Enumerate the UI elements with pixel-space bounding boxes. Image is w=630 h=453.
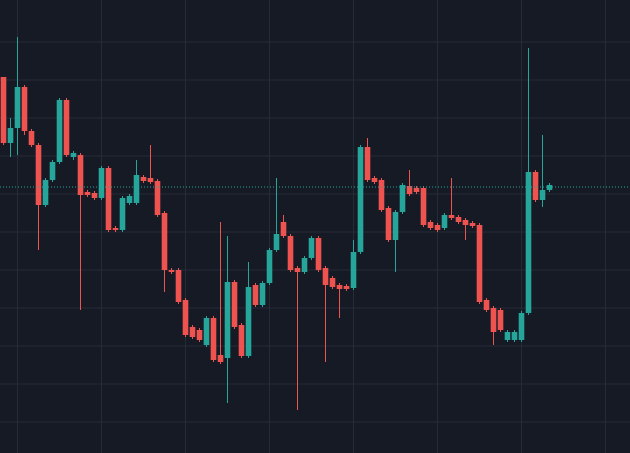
candle-body (140, 177, 147, 181)
candle-body (21, 87, 28, 131)
candle-body (196, 330, 203, 340)
candle-body (511, 332, 518, 340)
candle-body (133, 175, 140, 203)
candle-body (259, 283, 266, 305)
candle-body (28, 131, 35, 145)
candle-body (399, 185, 406, 212)
candle-body (14, 87, 21, 128)
candle-body (371, 178, 378, 182)
candle-body (0, 77, 7, 143)
candle-body (56, 100, 63, 162)
candle-body (63, 100, 70, 155)
candle-body (441, 215, 448, 228)
candle-body (406, 186, 413, 194)
candle-body (427, 222, 434, 228)
candle-body (525, 172, 532, 313)
candle-body (147, 178, 154, 182)
candle-body (182, 300, 189, 335)
candle-body (252, 285, 259, 305)
candle-body (35, 145, 42, 205)
candle-body (70, 153, 77, 157)
candle-body (385, 208, 392, 240)
candle-body (350, 252, 357, 288)
candle-body (469, 223, 476, 226)
candle-body (189, 327, 196, 337)
candle-body (336, 285, 343, 289)
candle-body (413, 188, 420, 192)
candle-body (434, 225, 441, 230)
candle-body (98, 168, 105, 198)
candle-body (161, 213, 168, 270)
candle-body (280, 222, 287, 236)
candle-body (392, 212, 399, 240)
candle-body (504, 332, 511, 340)
candle-body (315, 238, 322, 270)
candle-body (245, 287, 252, 356)
candle-body (364, 147, 371, 180)
candle-body (343, 286, 350, 289)
candle-body (420, 188, 427, 225)
candle-body (224, 282, 231, 358)
candle-body (154, 181, 161, 215)
candle-body (490, 308, 497, 332)
candle-body (287, 236, 294, 270)
candle-body (357, 147, 364, 252)
candle-body (301, 258, 308, 272)
candle-body (203, 318, 210, 345)
candle-body (462, 220, 469, 225)
candle-body (329, 278, 336, 287)
candle-body (483, 300, 490, 310)
candle-body (532, 172, 539, 200)
candle-body (112, 228, 119, 230)
candle-body (266, 250, 273, 283)
candle-body (238, 325, 245, 356)
candle-body (448, 215, 455, 218)
candle-body (378, 180, 385, 210)
candle-body (175, 270, 182, 302)
candle-body (77, 155, 84, 195)
candle-body (518, 313, 525, 340)
candle-body (273, 234, 280, 250)
candle-body (168, 270, 175, 272)
candle-body (84, 192, 91, 195)
candle-body (210, 318, 217, 360)
candle-body (308, 238, 315, 258)
candle-body (322, 268, 329, 285)
candle-body (455, 217, 462, 222)
candle-body (49, 162, 56, 180)
candle-body (91, 193, 98, 198)
candle-body (126, 196, 133, 203)
candle-body (119, 198, 126, 230)
candle-body (231, 282, 238, 327)
candle-body (497, 310, 504, 330)
candle-body (42, 180, 49, 205)
candle-body (105, 168, 112, 230)
candle-body (539, 190, 546, 200)
candle-body (7, 128, 14, 143)
candle-body (294, 268, 301, 272)
candle-body (476, 225, 483, 302)
candle-body (217, 355, 224, 362)
